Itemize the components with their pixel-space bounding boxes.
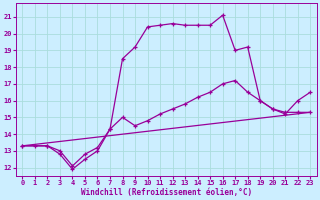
X-axis label: Windchill (Refroidissement éolien,°C): Windchill (Refroidissement éolien,°C) bbox=[81, 188, 252, 197]
